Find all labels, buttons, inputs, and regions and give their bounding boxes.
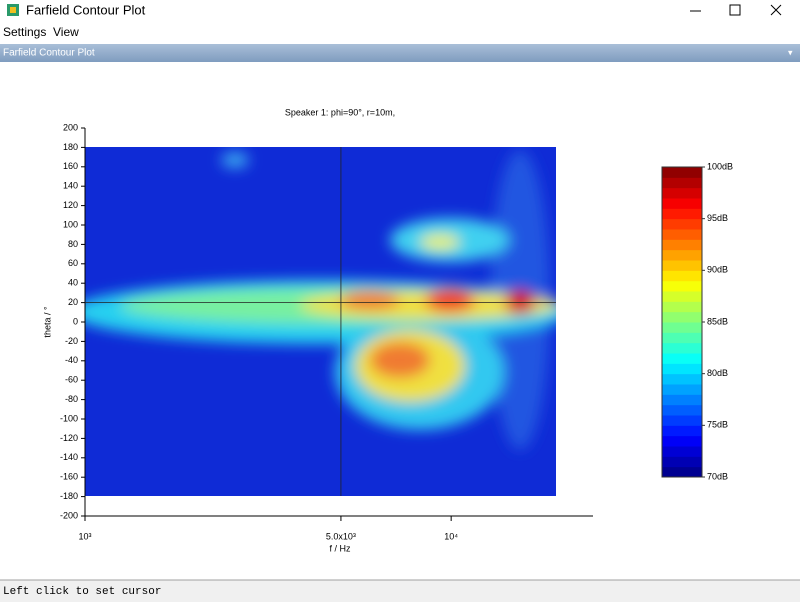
- colorbar-band: [662, 342, 702, 354]
- colorbar-band: [662, 249, 702, 261]
- colorbar-band: [662, 167, 702, 178]
- heatmap-field: [85, 150, 556, 450]
- colorbar-band: [662, 435, 702, 447]
- colorbar-band: [662, 239, 702, 251]
- colorbar-tick-label: 85dB: [707, 316, 728, 326]
- app-icon-inner: [10, 7, 16, 13]
- colorbar-band: [662, 208, 702, 220]
- colorbar-band: [662, 404, 702, 416]
- y-tick-label: 20: [68, 297, 78, 307]
- y-tick-label: 60: [68, 258, 78, 268]
- status-text: Left click to set cursor: [3, 586, 161, 598]
- colorbar-band: [662, 177, 702, 189]
- y-tick-label: 140: [63, 181, 78, 191]
- y-tick-label: 200: [63, 122, 78, 132]
- y-tick-label: -200: [60, 510, 78, 520]
- y-axis-label: theta / °: [42, 306, 52, 338]
- colorbar-band: [662, 187, 702, 199]
- colorbar-tick-label: 80dB: [707, 368, 728, 378]
- colorbar-band: [662, 373, 702, 385]
- colorbar-band: [662, 291, 702, 302]
- status-bar: [0, 580, 800, 602]
- y-tick-label: -20: [65, 336, 78, 346]
- panel-header: [0, 44, 800, 62]
- colorbar-band: [662, 466, 702, 478]
- x-tick-label: 5.0x10³: [326, 531, 356, 541]
- heatmap: [85, 147, 556, 496]
- y-tick-label: 0: [73, 316, 78, 326]
- chart-title: Speaker 1: phi=90°, r=10m,: [285, 107, 395, 117]
- colorbar-band: [662, 456, 702, 468]
- colorbar-band: [662, 353, 702, 364]
- panel-icon[interactable]: ▾: [788, 47, 793, 57]
- colorbar-band: [662, 394, 702, 406]
- y-tick-label: -40: [65, 355, 78, 365]
- colorbar-tick-label: 100dB: [707, 161, 733, 171]
- panel-title: Farfield Contour Plot: [3, 48, 95, 59]
- y-tick-label: -60: [65, 375, 78, 385]
- colorbar-band: [662, 446, 702, 457]
- y-tick-label: -120: [60, 433, 78, 443]
- colorbar-tick-label: 90dB: [707, 265, 728, 275]
- colorbar-band: [662, 384, 702, 395]
- y-tick-label: 100: [63, 219, 78, 229]
- colorbar-band: [662, 415, 702, 426]
- colorbar-band: [662, 311, 702, 323]
- x-tick-label: 10³: [78, 531, 91, 541]
- colorbar-band: [662, 301, 702, 313]
- colorbar-band: [662, 198, 702, 209]
- x-tick-label: 10⁴: [444, 531, 458, 541]
- y-tick-label: -100: [60, 413, 78, 423]
- colorbar-tick-label: 70dB: [707, 471, 728, 481]
- colorbar-tick-label: 75dB: [707, 420, 728, 430]
- y-tick-label: -180: [60, 491, 78, 501]
- colorbar-band: [662, 280, 702, 292]
- close-button[interactable]: [770, 4, 782, 16]
- y-tick-label: 80: [68, 239, 78, 249]
- colorbar-tick-label: 95dB: [707, 213, 728, 223]
- colorbar-band: [662, 270, 702, 282]
- y-tick-label: 120: [63, 200, 78, 210]
- y-tick-label: -160: [60, 472, 78, 482]
- x-axis-label: f / Hz: [329, 543, 351, 553]
- menu-item[interactable]: View: [53, 25, 79, 39]
- colorbar-band: [662, 332, 702, 344]
- maximize-button[interactable]: [729, 4, 741, 16]
- colorbar-band: [662, 363, 702, 375]
- y-tick-label: 40: [68, 278, 78, 288]
- menu-item[interactable]: Settings: [3, 25, 46, 39]
- colorbar-band: [662, 322, 702, 333]
- window-title: Farfield Contour Plot: [26, 2, 146, 17]
- y-tick-label: 160: [63, 161, 78, 171]
- y-tick-label: 180: [63, 142, 78, 152]
- y-tick-label: -140: [60, 452, 78, 462]
- colorbar-band: [662, 425, 702, 437]
- colorbar-band: [662, 229, 702, 240]
- colorbar-band: [662, 218, 702, 230]
- colorbar-band: [662, 260, 702, 271]
- y-tick-label: -80: [65, 394, 78, 404]
